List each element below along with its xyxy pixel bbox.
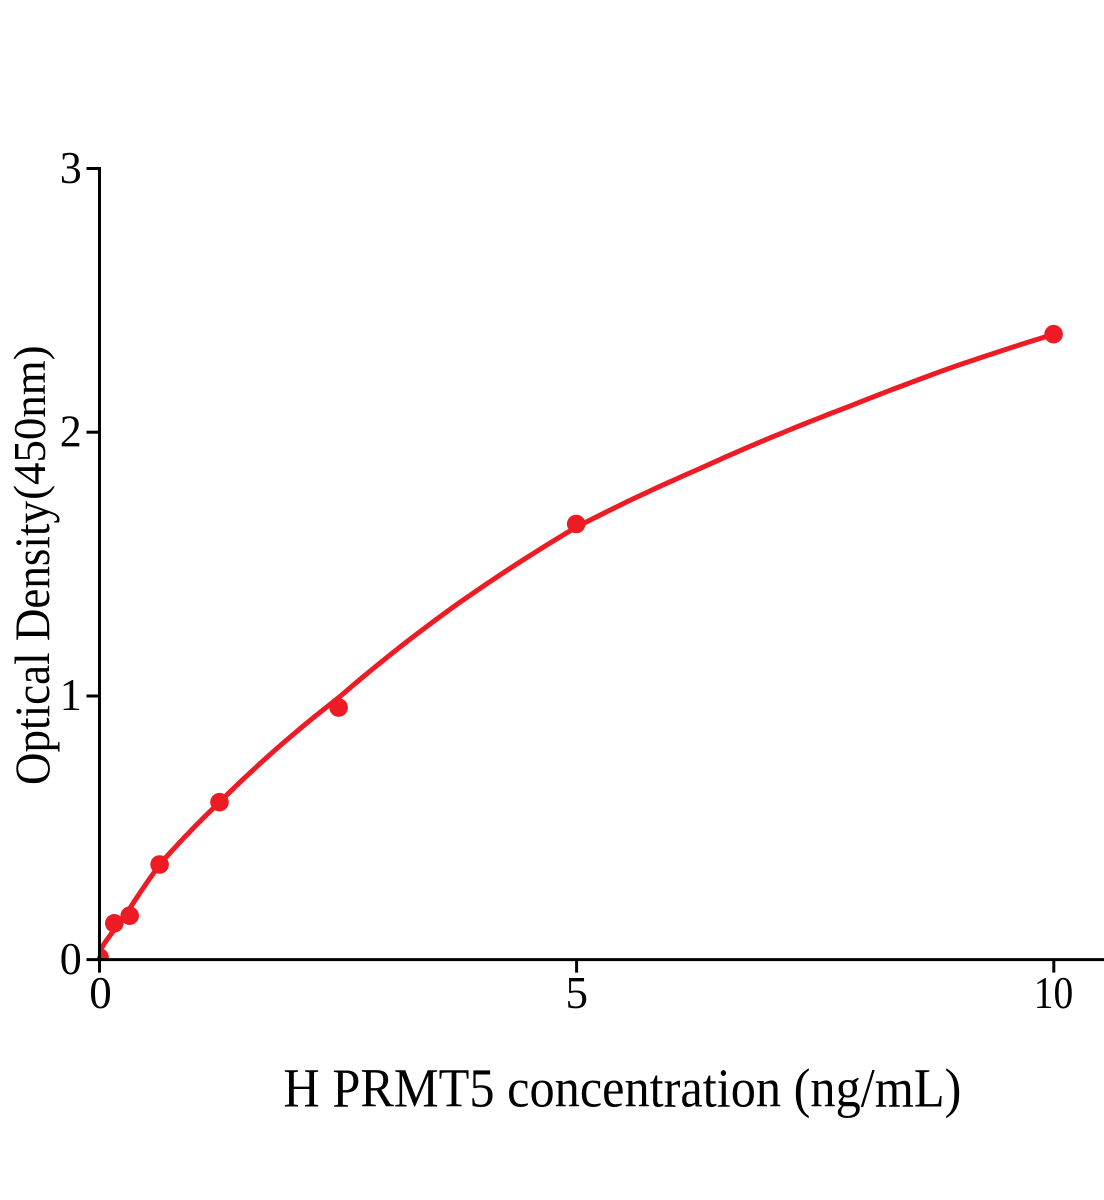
svg-text:10: 10 [1034,968,1074,1018]
svg-text:Optical Density: Optical Density [4,501,60,785]
svg-text:0: 0 [60,934,82,984]
svg-text:3: 3 [60,143,82,193]
svg-text:H PRMT5 concentration (ng/mL): H PRMT5 concentration (ng/mL) [283,1059,961,1120]
svg-text:1: 1 [60,670,82,720]
svg-text:0: 0 [89,968,112,1018]
svg-text:5: 5 [565,968,588,1018]
svg-text:(450nm): (450nm) [4,345,55,500]
svg-text:2: 2 [60,406,82,456]
